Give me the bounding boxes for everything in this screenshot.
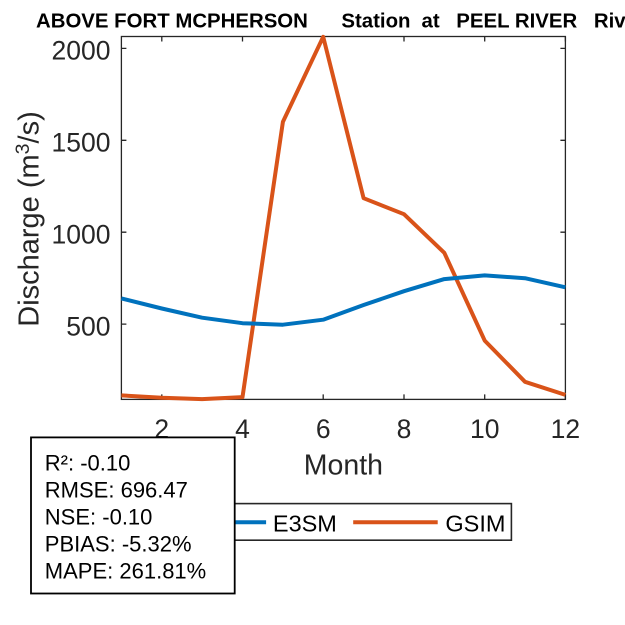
svg-text:at: at — [422, 10, 440, 32]
svg-text:RMSE: 696.47: RMSE: 696.47 — [45, 478, 188, 503]
svg-text:R²: -0.10: R²: -0.10 — [45, 451, 131, 476]
svg-text:10: 10 — [470, 414, 499, 444]
svg-text:PBIAS: -5.32%: PBIAS: -5.32% — [45, 532, 192, 557]
svg-text:1500: 1500 — [52, 128, 111, 158]
svg-text:1000: 1000 — [52, 220, 111, 250]
svg-text:8: 8 — [397, 414, 412, 444]
svg-text:12: 12 — [551, 414, 580, 444]
svg-text:Discharge (m3/s): Discharge (m3/s) — [12, 111, 46, 327]
svg-text:NSE: -0.10: NSE: -0.10 — [45, 505, 153, 530]
svg-text:500: 500 — [66, 311, 110, 341]
svg-text:ABOVE FORT MCPHERSON: ABOVE FORT MCPHERSON — [36, 10, 308, 32]
svg-text:Month: Month — [304, 449, 383, 481]
svg-text:6: 6 — [316, 414, 331, 444]
svg-text:E3SM: E3SM — [273, 510, 337, 536]
svg-text:GSIM: GSIM — [445, 510, 505, 536]
svg-text:4: 4 — [235, 414, 250, 444]
svg-text:PEEL RIVER: PEEL RIVER — [456, 10, 577, 32]
svg-text:MAPE: 261.81%: MAPE: 261.81% — [45, 559, 206, 584]
svg-text:Station: Station — [341, 10, 410, 32]
svg-text:River: River — [594, 10, 625, 32]
svg-text:2000: 2000 — [52, 36, 111, 66]
